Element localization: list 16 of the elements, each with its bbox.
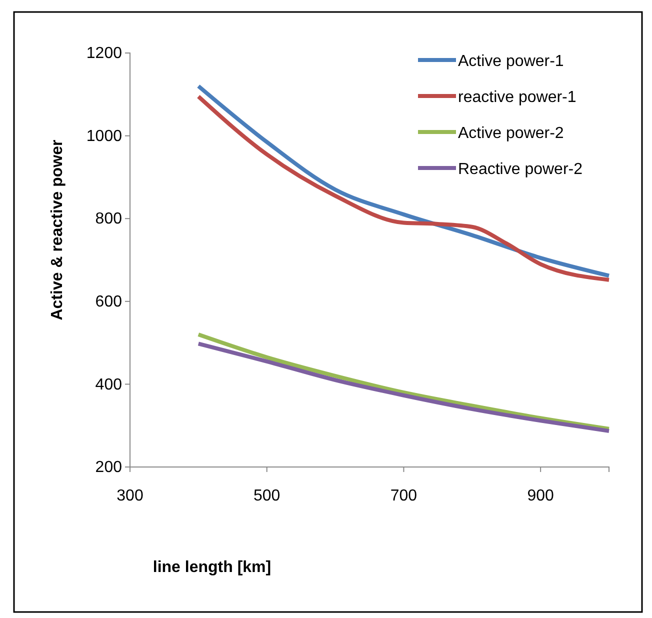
y-tick-label: 800: [95, 210, 122, 228]
legend-label: Active power-2: [458, 125, 564, 142]
x-tick-label: 500: [254, 488, 280, 505]
y-tick-label: 400: [95, 376, 122, 394]
x-tick-label: 300: [116, 488, 144, 505]
y-tick-label: 200: [95, 459, 122, 476]
y-tick-label: 1200: [86, 45, 122, 62]
legend-label: reactive power-1: [458, 89, 576, 106]
legend-label: Active power-1: [458, 53, 564, 70]
x-tick-label: 700: [390, 488, 418, 505]
x-tick-label: 900: [527, 488, 554, 505]
legend-label: Reactive power-2: [458, 161, 583, 178]
y-tick-label: 600: [95, 294, 122, 311]
x-axis-title: line length [km]: [152, 559, 272, 576]
y-tick-label: 1000: [86, 128, 122, 145]
y-axis-title: Active & reactive power: [49, 140, 66, 320]
